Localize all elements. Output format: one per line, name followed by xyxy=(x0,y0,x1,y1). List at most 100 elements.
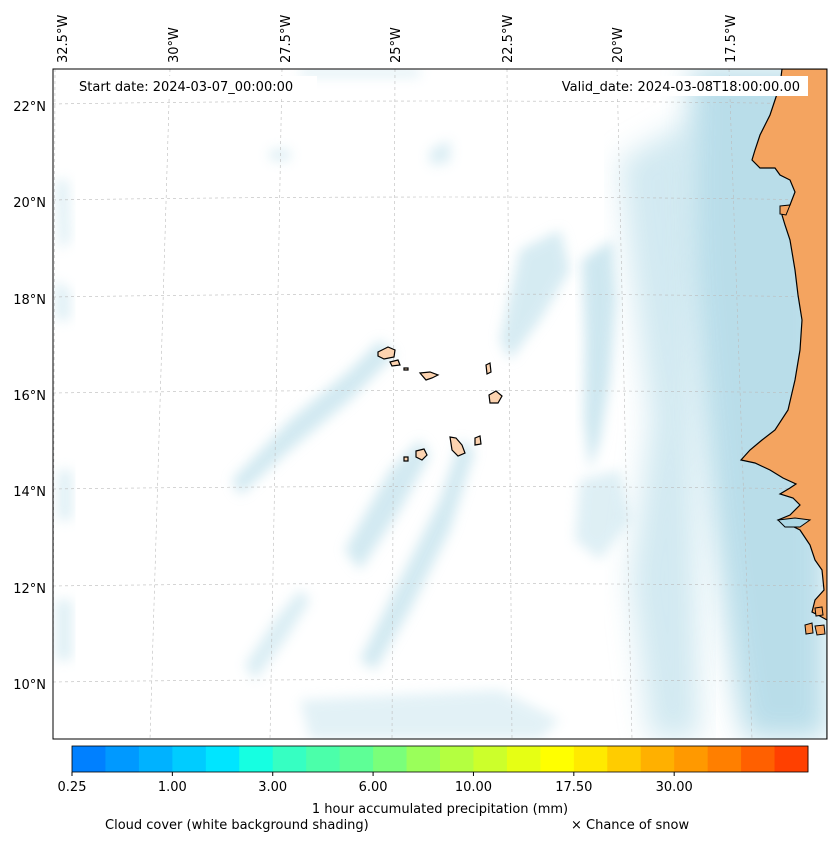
longitude-labels: 32.5°W 30°W 27.5°W 25°W 22.5°W 20°W 17.5… xyxy=(56,15,739,63)
parallel-16n xyxy=(53,390,827,394)
islet-2 xyxy=(804,622,814,635)
colorbar-cell xyxy=(339,746,374,772)
colorbar-tick-label: 10.00 xyxy=(455,780,492,795)
colorbar-frame xyxy=(71,745,809,773)
colorbar-tick-label: 0.25 xyxy=(58,780,87,795)
lon-label-30w: 30°W xyxy=(167,27,182,63)
colorbar-cell xyxy=(373,746,408,772)
colorbar-cell xyxy=(138,746,173,772)
parallel-18n xyxy=(53,293,827,298)
cloud-streak-1 xyxy=(582,240,616,470)
lat-label-10n: 10°N xyxy=(13,678,46,693)
colorbar-cell xyxy=(640,746,675,772)
lon-label-20w: 20°W xyxy=(611,27,626,63)
meridian-20w xyxy=(616,69,633,739)
lat-label-14n: 14°N xyxy=(13,485,46,500)
cloud-streak-5 xyxy=(360,440,475,670)
lon-label-32-5w: 32.5°W xyxy=(56,15,71,63)
cape-verde-islands xyxy=(377,346,503,462)
colorbar-tick-label: 30.00 xyxy=(656,780,693,795)
lat-label-12n: 12°N xyxy=(13,582,46,597)
meridian-22-5w xyxy=(506,69,513,739)
cloud-streak-8 xyxy=(270,69,450,165)
start-date-text: Start date: 2024-03-07_00:00:00 xyxy=(79,80,293,95)
colorbar-cell xyxy=(707,746,742,772)
islet-4 xyxy=(779,204,791,216)
cloud-band-east-fringe xyxy=(620,120,700,739)
colorbar-cell xyxy=(573,746,608,772)
parallel-12n xyxy=(53,583,827,587)
parallel-10n xyxy=(53,679,827,683)
island-santa-luzia xyxy=(403,367,409,371)
latitude-labels: 22°N 20°N 18°N 16°N 14°N 12°N 10°N xyxy=(13,100,46,693)
map-area: Start date: 2024-03-07_00:00:00 Valid_da… xyxy=(53,69,827,739)
lon-label-17-5w: 17.5°W xyxy=(724,15,739,63)
colorbar-cell xyxy=(205,746,240,772)
snow-chance-note: × Chance of snow xyxy=(571,818,690,833)
colorbar-cell xyxy=(607,746,642,772)
colorbar-cell xyxy=(406,746,441,772)
island-brava xyxy=(403,456,409,462)
cloud-streak-3 xyxy=(232,340,395,495)
lon-label-27-5w: 27.5°W xyxy=(279,15,294,63)
lat-label-16n: 16°N xyxy=(13,389,46,404)
island-santiago xyxy=(449,436,466,457)
colorbar-cell xyxy=(172,746,207,772)
cloud-streak-10 xyxy=(575,470,630,560)
colorbar-cell xyxy=(272,746,307,772)
colorbar-cell xyxy=(239,746,274,772)
valid-date-text: Valid_date: 2024-03-08T18:00:00.00 xyxy=(562,80,800,95)
island-sal xyxy=(485,362,492,375)
parallel-22n xyxy=(53,100,827,105)
colorbar-tick-label: 1.00 xyxy=(158,780,187,795)
islet-3 xyxy=(814,624,826,636)
map-frame xyxy=(52,68,828,740)
colorbar-tick-label: 17.50 xyxy=(555,780,592,795)
island-fogo xyxy=(415,448,428,461)
meridian-30w xyxy=(149,69,171,739)
lon-label-22-5w: 22.5°W xyxy=(501,15,516,63)
lat-label-20n: 20°N xyxy=(13,196,46,211)
island-boa-vista xyxy=(488,390,503,404)
island-sao-nicolau xyxy=(418,371,440,381)
colorbar-cell xyxy=(440,746,474,772)
lat-label-18n: 18°N xyxy=(13,293,46,308)
lon-label-25w: 25°W xyxy=(389,27,404,63)
island-santo-antao xyxy=(377,346,396,360)
colorbar-cell xyxy=(473,746,508,772)
lat-label-22n: 22°N xyxy=(13,100,46,115)
cloud-cover-layer xyxy=(55,69,827,739)
colorbar-tick-label: 6.00 xyxy=(359,780,388,795)
meridian-17-5w xyxy=(728,69,753,739)
valid-date-box xyxy=(538,76,808,96)
colorbar-cell xyxy=(540,746,575,772)
bijagos-islands xyxy=(779,204,826,636)
island-maio xyxy=(474,435,482,446)
parallel-20n xyxy=(53,196,827,201)
senegal-inlet xyxy=(776,517,812,528)
cloud-streak-4 xyxy=(345,440,430,570)
colorbar-cell xyxy=(105,746,140,772)
colorbar-cell xyxy=(306,746,341,772)
colorbar-cell xyxy=(741,746,776,772)
cloud-streak-7 xyxy=(55,180,72,660)
meridian-25w xyxy=(391,69,396,739)
colorbar-ticks: 0.25 1.00 3.00 6.00 10.00 17.50 30.00 xyxy=(58,772,693,795)
colorbar-tick-label: 3.00 xyxy=(258,780,287,795)
colorbar-label: 1 hour accumulated precipitation (mm) xyxy=(311,802,569,817)
colorbar xyxy=(72,746,809,772)
colorbar-cell xyxy=(674,746,709,772)
cloud-streak-6 xyxy=(245,590,310,680)
start-date-box xyxy=(72,76,317,96)
island-sao-vicente xyxy=(389,359,401,367)
islet-1 xyxy=(814,606,824,617)
meridian-27-5w xyxy=(269,69,283,739)
cloud-streak-2 xyxy=(500,230,570,360)
cloud-streak-9 xyxy=(300,690,560,739)
colorbar-cell xyxy=(72,746,106,772)
africa-coastline xyxy=(739,69,827,739)
colorbar-cell xyxy=(506,746,541,772)
cloud-cover-note: Cloud cover (white background shading) xyxy=(105,818,369,833)
parallel-14n xyxy=(53,486,827,490)
